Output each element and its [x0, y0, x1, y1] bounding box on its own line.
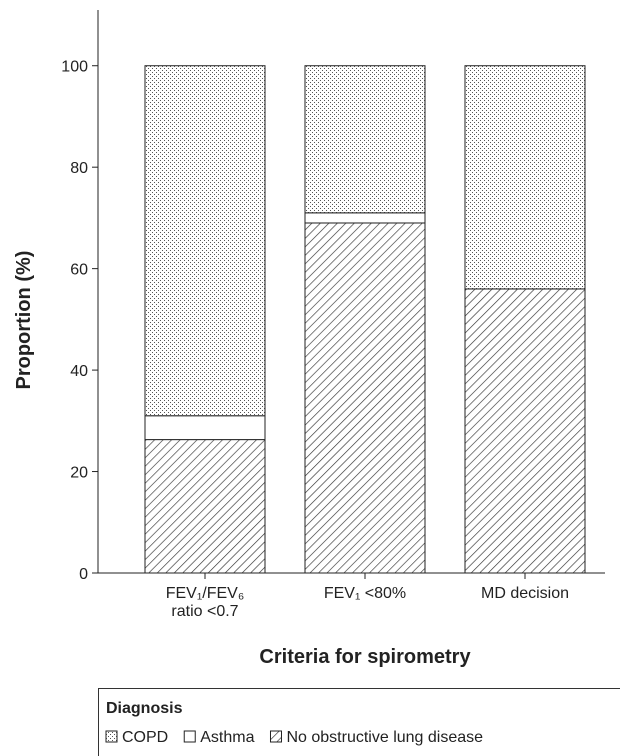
- x-axis-title: Criteria for spirometry: [259, 646, 471, 668]
- legend-label: Asthma: [200, 729, 254, 746]
- y-tick-label: 40: [70, 363, 88, 380]
- legend-swatch: [269, 730, 282, 743]
- y-tick-label: 60: [70, 262, 88, 279]
- x-tick-label: FEV₁ <80%: [323, 585, 407, 602]
- bar-segment: [304, 222, 426, 574]
- legend-swatch: [183, 730, 196, 743]
- bar-segment: [144, 415, 266, 441]
- bar-segment: [144, 439, 266, 574]
- y-tick-label: 0: [79, 566, 88, 583]
- x-tick-label: MD decision: [480, 585, 570, 602]
- bar-segment: [464, 288, 586, 574]
- legend-label: No obstructive lung disease: [286, 729, 483, 746]
- y-axis-title: Proportion (%): [13, 251, 35, 390]
- y-tick-label: 80: [70, 160, 88, 177]
- legend-label: COPD: [122, 729, 168, 746]
- legend-title: Diagnosis: [106, 700, 183, 717]
- bar-segment: [144, 65, 266, 417]
- y-tick-label: 20: [70, 465, 88, 482]
- x-tick-label: FEV₁/FEV₆ ratio <0.7: [165, 585, 245, 620]
- bar-segment: [304, 212, 426, 224]
- bar-segment: [464, 65, 586, 290]
- bar-segment: [304, 65, 426, 214]
- y-tick-label: 100: [61, 59, 88, 76]
- legend-swatch: [105, 730, 118, 743]
- legend-box: [98, 688, 620, 756]
